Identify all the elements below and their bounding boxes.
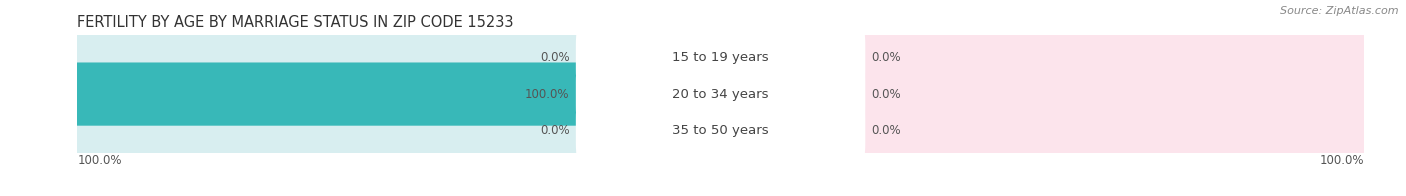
- FancyBboxPatch shape: [75, 99, 582, 162]
- Text: 0.0%: 0.0%: [540, 51, 569, 64]
- FancyBboxPatch shape: [576, 27, 865, 88]
- Text: 0.0%: 0.0%: [872, 124, 901, 137]
- FancyBboxPatch shape: [859, 26, 1367, 89]
- Text: 20 to 34 years: 20 to 34 years: [672, 88, 769, 101]
- Text: 100.0%: 100.0%: [1319, 154, 1364, 167]
- Text: 0.0%: 0.0%: [872, 88, 901, 101]
- FancyBboxPatch shape: [859, 63, 1367, 126]
- Text: 100.0%: 100.0%: [524, 88, 569, 101]
- FancyBboxPatch shape: [576, 100, 865, 161]
- FancyBboxPatch shape: [75, 63, 582, 126]
- FancyBboxPatch shape: [576, 64, 865, 125]
- Text: 0.0%: 0.0%: [540, 124, 569, 137]
- Text: Source: ZipAtlas.com: Source: ZipAtlas.com: [1281, 6, 1399, 16]
- Text: 15 to 19 years: 15 to 19 years: [672, 51, 769, 64]
- Text: FERTILITY BY AGE BY MARRIAGE STATUS IN ZIP CODE 15233: FERTILITY BY AGE BY MARRIAGE STATUS IN Z…: [77, 15, 513, 30]
- Text: 100.0%: 100.0%: [77, 154, 122, 167]
- FancyBboxPatch shape: [859, 99, 1367, 162]
- FancyBboxPatch shape: [75, 63, 582, 126]
- Text: 0.0%: 0.0%: [872, 51, 901, 64]
- FancyBboxPatch shape: [75, 26, 582, 89]
- Text: 35 to 50 years: 35 to 50 years: [672, 124, 769, 137]
